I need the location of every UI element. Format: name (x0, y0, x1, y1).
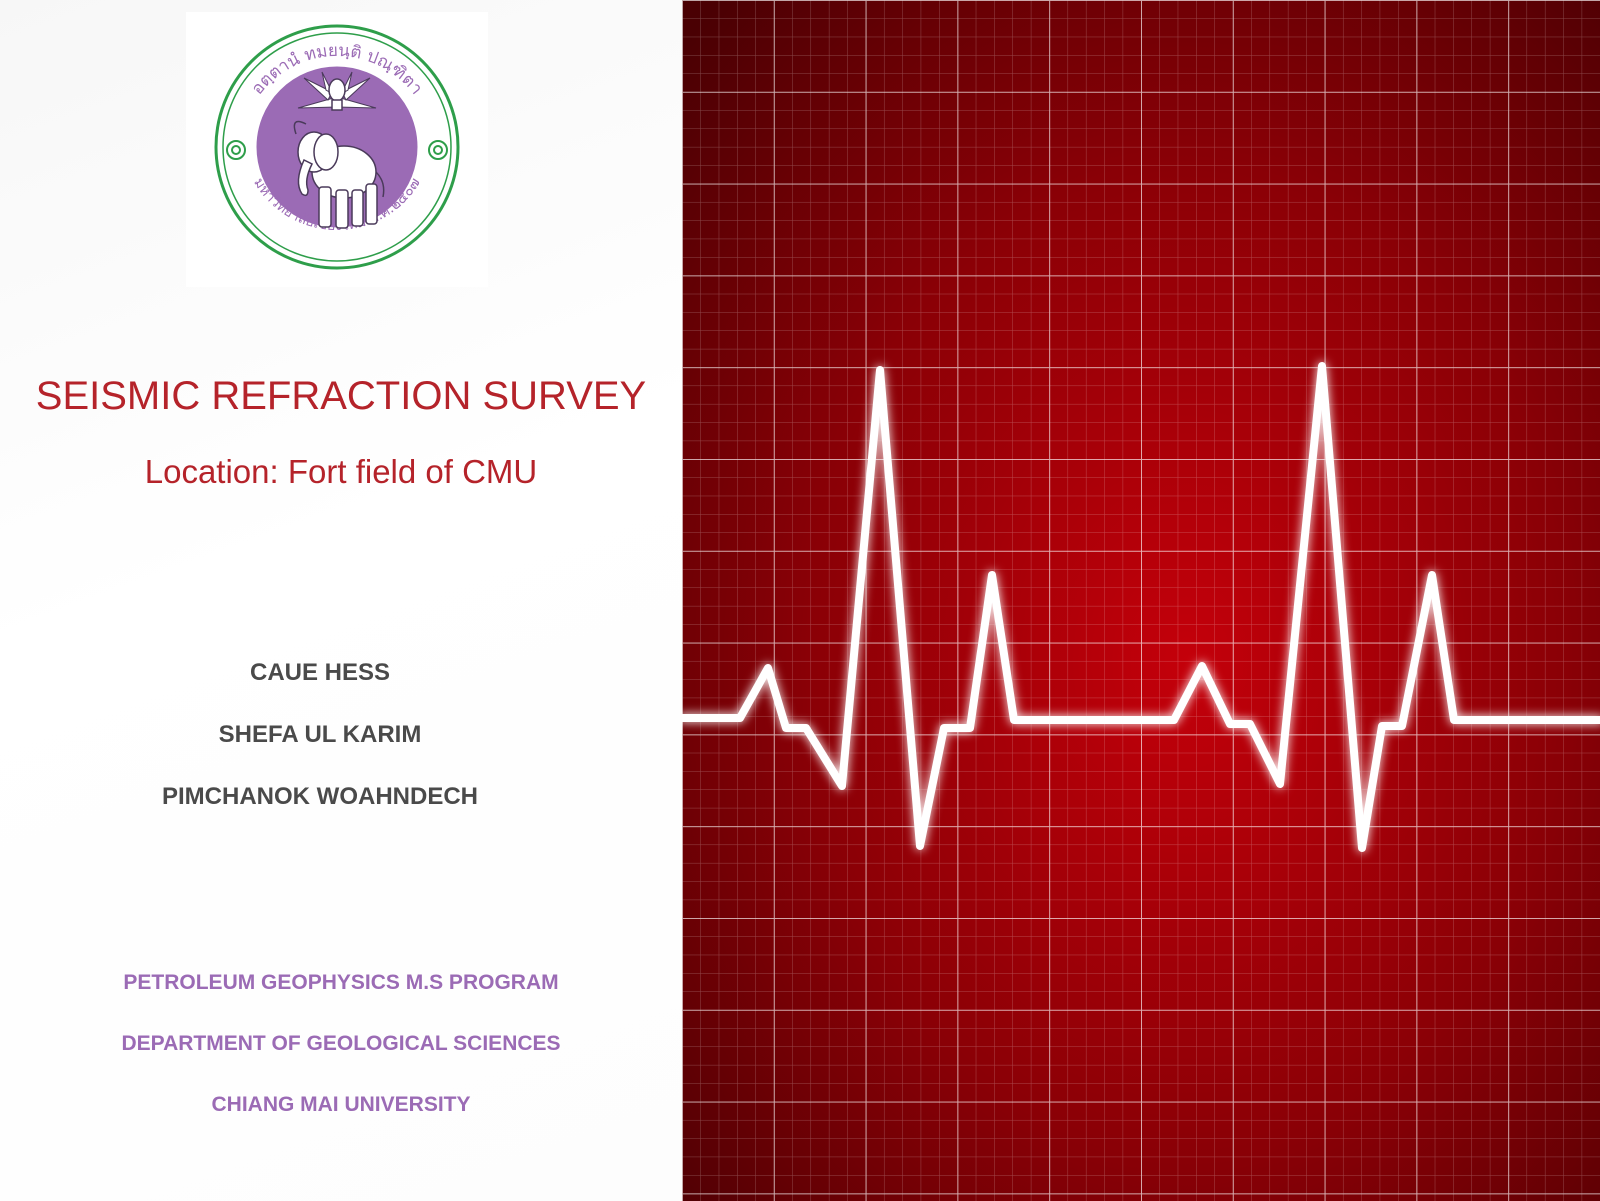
author-list: CAUE HESS SHEFA UL KARIM PIMCHANOK WOAHN… (0, 658, 640, 844)
heartbeat-background (682, 0, 1600, 1201)
department-name: DEPARTMENT OF GEOLOGICAL SCIENCES (121, 1032, 561, 1055)
author-name: SHEFA UL KARIM (218, 721, 422, 748)
ecg-trace (682, 362, 1600, 852)
program-name: PETROLEUM GEOPHYSICS M.S PROGRAM (123, 971, 559, 994)
affiliation-list: PETROLEUM GEOPHYSICS M.S PROGRAM DEPARTM… (0, 970, 682, 1153)
author-name: CAUE HESS (249, 659, 391, 686)
left-panel: อตฺตานํ ทมยนฺติ ปณฺฑิตา มหาวิทยาลัยเชียง… (0, 0, 682, 1201)
author-name: PIMCHANOK WOAHNDECH (162, 783, 478, 810)
university-name: CHIANG MAI UNIVERSITY (211, 1093, 471, 1116)
location-subtitle: Location: Fort field of CMU (144, 453, 538, 490)
university-logo: อตฺตานํ ทมยนฺติ ปณฺฑิตา มหาวิทยาลัยเชียง… (186, 12, 488, 287)
page-title: SEISMIC REFRACTION SURVEY (35, 374, 647, 418)
university-seal-icon: อตฺตานํ ทมยนฺติ ปณฺฑิตา มหาวิทยาลัยเชียง… (214, 24, 460, 270)
heartbeat-ecg-icon (682, 0, 1600, 1201)
